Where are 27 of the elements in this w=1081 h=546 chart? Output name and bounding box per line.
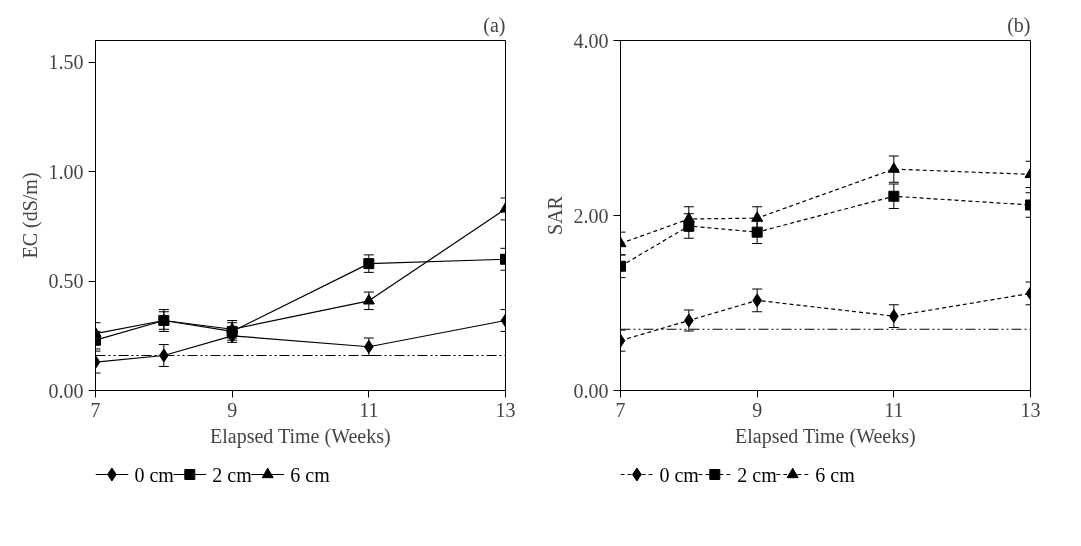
chart-title: (a): [483, 13, 506, 37]
y-axis-title: SAR: [543, 195, 566, 235]
y-tick-label: 0.00: [48, 379, 84, 402]
x-tick-label: 11: [359, 398, 379, 421]
y-tick-label: 1.00: [48, 160, 84, 183]
y-tick-label: 4.00: [573, 29, 609, 52]
x-tick-label: 7: [615, 398, 626, 421]
chart-title: (b): [1007, 13, 1031, 37]
x-axis-title: Elapsed Time (Weeks): [735, 424, 916, 448]
x-tick-label: 7: [90, 398, 101, 421]
y-axis-title: EC (dS/m): [18, 172, 42, 259]
legend-label: 6 cm: [815, 463, 856, 486]
x-tick-label: 9: [752, 398, 763, 421]
y-tick-label: 0.50: [48, 270, 84, 293]
y-tick-label: 0.00: [573, 379, 609, 402]
x-tick-label: 13: [495, 398, 516, 421]
y-tick-label: 1.50: [48, 51, 84, 74]
x-tick-label: 11: [884, 398, 904, 421]
x-tick-label: 13: [1020, 398, 1041, 421]
legend-label: 0 cm: [134, 463, 175, 486]
legend-label: 2 cm: [737, 463, 778, 486]
legend-label: 6 cm: [290, 463, 331, 486]
legend-label: 0 cm: [659, 463, 700, 486]
legend-label: 2 cm: [212, 463, 253, 486]
x-tick-label: 9: [227, 398, 238, 421]
y-tick-label: 2.00: [573, 204, 609, 227]
x-axis-title: Elapsed Time (Weeks): [210, 424, 391, 448]
